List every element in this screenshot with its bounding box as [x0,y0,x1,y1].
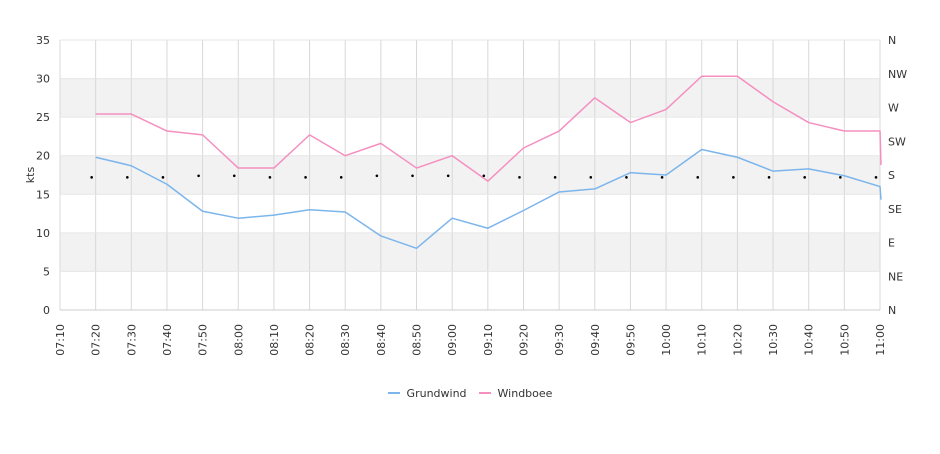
legend-item-grundwind[interactable]: Grundwind [387,386,467,400]
direction-marker [625,176,628,179]
y2-tick-label: W [888,102,899,115]
y-tick-label: 30 [36,73,50,86]
direction-marker [767,176,771,179]
direction-marker [90,176,93,179]
x-tick-label: 09:10 [482,324,495,356]
x-tick-label: 07:20 [90,324,103,356]
direction-marker [232,174,236,178]
x-tick-label: 10:30 [767,324,780,356]
direction-marker [375,174,379,178]
direction-marker [161,176,165,179]
direction-marker [304,176,307,179]
grid-band [60,155,880,195]
y2-tick-label: NW [888,68,907,81]
direction-marker [803,176,806,179]
y-tick-label: 20 [36,150,50,163]
x-tick-label: 09:50 [624,324,637,356]
legend-swatch [478,392,491,394]
legend-swatch [387,392,400,394]
x-tick-label: 09:30 [553,324,566,356]
x-tick-label: 07:50 [197,324,210,356]
x-tick-label: 10:10 [696,324,709,356]
y-tick-label: 15 [36,188,50,201]
x-tick-label: 07:30 [125,324,138,356]
legend-item-windboee[interactable]: Windboee [478,386,553,400]
y2-tick-label: SE [888,203,902,216]
x-tick-label: 08:10 [268,324,281,356]
x-tick-label: 10:40 [803,324,816,356]
direction-marker [839,176,842,179]
direction-marker [874,176,878,179]
y2-tick-label: SW [888,135,906,148]
direction-marker [553,176,557,179]
y-tick-label: 0 [43,304,50,317]
y2-tick-label: N [888,304,896,317]
x-tick-label: 09:20 [517,324,530,356]
x-tick-label: 10:50 [838,324,851,356]
x-tick-label: 11:00 [874,324,887,356]
y2-tick-label: S [888,169,895,182]
direction-marker [696,176,700,179]
y-tick-label: 5 [43,265,50,278]
y2-tick-label: N [888,34,896,47]
direction-marker [446,174,450,178]
direction-marker [411,174,414,178]
x-tick-label: 07:10 [54,324,67,356]
direction-marker [339,176,343,179]
direction-marker [482,174,486,178]
direction-marker [660,176,664,179]
legend-label: Windboee [497,386,553,400]
direction-marker [589,176,593,179]
direction-marker [126,176,129,179]
legend: Grundwind Windboee [0,384,940,400]
x-tick-label: 10:00 [660,324,673,356]
x-tick-label: 07:40 [161,324,174,356]
y2-tick-label: NE [888,270,903,283]
x-tick-label: 10:20 [731,324,744,356]
x-tick-label: 09:40 [589,324,602,356]
y-tick-label: 25 [36,111,50,124]
series-line-grundwind [95,148,882,250]
legend-label: Grundwind [406,386,467,400]
x-tick-label: 08:40 [375,324,388,356]
x-tick-label: 08:30 [339,324,352,356]
direction-marker [732,176,735,179]
x-tick-label: 09:00 [446,324,459,356]
series-line-windboee [95,75,882,182]
y-tick-label: 10 [36,227,50,240]
direction-marker [197,174,200,178]
x-tick-label: 08:50 [411,324,424,356]
y-axis-label: kts [24,167,37,184]
y2-tick-label: E [888,237,895,250]
x-tick-label: 08:00 [232,324,245,356]
x-tick-label: 08:20 [304,324,317,356]
direction-marker [518,176,521,179]
grid-band [60,232,880,272]
grid-band [60,78,880,118]
direction-marker [268,176,272,179]
y-tick-label: 35 [36,34,50,47]
